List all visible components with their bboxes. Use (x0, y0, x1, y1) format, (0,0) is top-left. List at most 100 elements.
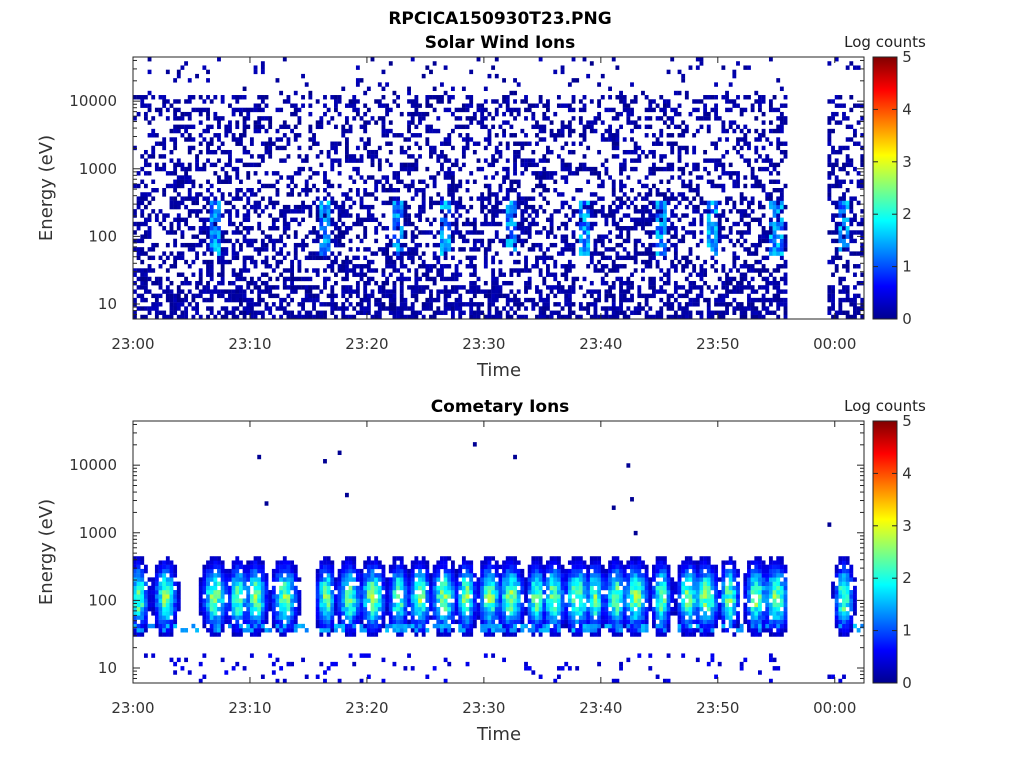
spectrogram-cell (232, 594, 236, 598)
spectrogram-cell (458, 247, 462, 251)
spectrogram-cell (166, 607, 170, 611)
spectrogram-cell (191, 95, 195, 99)
spectrogram-cell (769, 108, 773, 112)
colorbar (873, 57, 897, 319)
spectrogram-cell (235, 620, 239, 624)
spectrogram-cell (535, 171, 539, 175)
spectrogram-cell (758, 273, 762, 277)
spectrogram-cell (776, 247, 780, 251)
spectrogram-cell (297, 268, 301, 272)
spectrogram-cell (696, 188, 700, 192)
spectrogram-cell (283, 222, 287, 226)
spectrogram-cell (780, 264, 784, 268)
spectrogram-cell (506, 298, 510, 302)
spectrogram-cell (462, 239, 466, 243)
spectrogram-cell (429, 196, 433, 200)
spectrogram-cell (630, 188, 634, 192)
spectrogram-cell (272, 218, 276, 222)
spectrogram-cell (144, 653, 148, 657)
spectrogram-cell (305, 192, 309, 196)
spectrogram-cell (488, 294, 492, 298)
spectrogram-cell (499, 268, 503, 272)
spectrogram-cell (360, 239, 364, 243)
spectrogram-cell (499, 150, 503, 154)
spectrogram-cell (546, 298, 550, 302)
spectrogram-cell (732, 311, 736, 315)
spectrogram-cell (696, 167, 700, 171)
spectrogram-cell (619, 171, 623, 175)
spectrogram-cell (659, 222, 663, 226)
spectrogram-cell (378, 311, 382, 315)
spectrogram-cell (714, 142, 718, 146)
spectrogram-cell (411, 234, 415, 238)
spectrogram-cell (221, 577, 225, 581)
spectrogram-cell (246, 285, 250, 289)
spectrogram-cell (210, 565, 214, 569)
spectrogram-cell (838, 302, 842, 306)
spectrogram-cell (239, 273, 243, 277)
spectrogram-cell (422, 74, 426, 78)
spectrogram-cell (685, 230, 689, 234)
spectrogram-cell (195, 311, 199, 315)
spectrogram-cell (213, 196, 217, 200)
spectrogram-cell (334, 281, 338, 285)
spectrogram-cell (334, 294, 338, 298)
spectrogram-cell (338, 112, 342, 116)
spectrogram-cell (173, 302, 177, 306)
spectrogram-cell (159, 603, 163, 607)
spectrogram-cell (846, 247, 850, 251)
spectrogram-cell (714, 222, 718, 226)
spectrogram-cell (462, 137, 466, 141)
spectrogram-cell (506, 294, 510, 298)
spectrogram-cell (784, 103, 788, 107)
spectrogram-cell (265, 247, 269, 251)
spectrogram-cell (842, 289, 846, 293)
spectrogram-cell (177, 175, 181, 179)
spectrogram-cell (784, 247, 788, 251)
spectrogram-cell (283, 99, 287, 103)
spectrogram-cell (221, 590, 225, 594)
spectrogram-cell (451, 306, 455, 310)
spectrogram-cell (436, 116, 440, 120)
spectrogram-cell (517, 201, 521, 205)
spectrogram-cell (257, 103, 261, 107)
spectrogram-cell (345, 192, 349, 196)
spectrogram-cell (484, 184, 488, 188)
spectrogram-cell (623, 311, 627, 315)
spectrogram-cell (407, 256, 411, 260)
spectrogram-cell (374, 226, 378, 230)
spectrogram-cell (561, 285, 565, 289)
spectrogram-cell (170, 298, 174, 302)
spectrogram-cell (480, 243, 484, 247)
spectrogram-cell (308, 95, 312, 99)
spectrogram-cell (382, 201, 386, 205)
spectrogram-cell (440, 196, 444, 200)
spectrogram-cell (144, 594, 148, 598)
spectrogram-cell (491, 268, 495, 272)
spectrogram-cell (411, 57, 415, 61)
spectrogram-cell (480, 302, 484, 306)
spectrogram-cell (422, 285, 426, 289)
spectrogram-cell (648, 125, 652, 129)
spectrogram-cell (776, 205, 780, 209)
spectrogram-cell (202, 260, 206, 264)
spectrogram-cell (604, 234, 608, 238)
spectrogram-cell (499, 154, 503, 158)
spectrogram-cell (707, 243, 711, 247)
spectrogram-cell (235, 273, 239, 277)
spectrogram-cell (721, 209, 725, 213)
spectrogram-cell (700, 239, 704, 243)
spectrogram-cell (714, 184, 718, 188)
spectrogram-cell (294, 137, 298, 141)
spectrogram-cell (407, 129, 411, 133)
spectrogram-cell (568, 82, 572, 86)
spectrogram-cell (506, 103, 510, 107)
spectrogram-cell (316, 218, 320, 222)
spectrogram-cell (323, 234, 327, 238)
spectrogram-cell (360, 222, 364, 226)
spectrogram-cell (213, 598, 217, 602)
spectrogram-cell (539, 171, 543, 175)
spectrogram-cell (455, 302, 459, 306)
spectrogram-cell (561, 273, 565, 277)
spectrogram-cell (725, 99, 729, 103)
